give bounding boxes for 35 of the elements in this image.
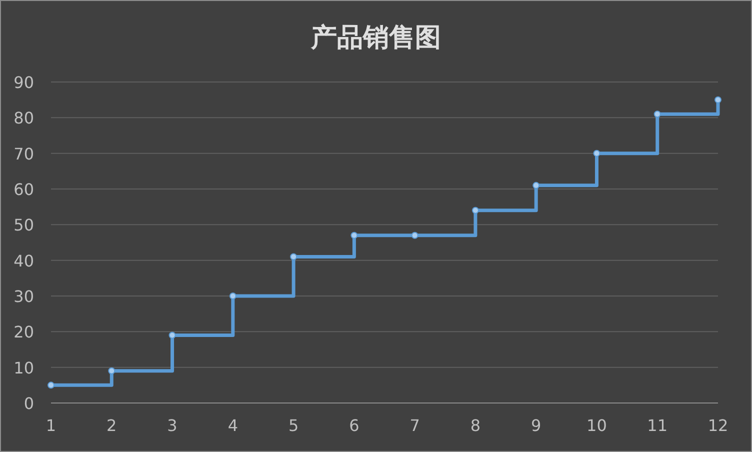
- point: [108, 367, 116, 374]
- point: [229, 292, 236, 300]
- y-tick-label: 80: [14, 108, 34, 128]
- point: [472, 206, 479, 214]
- y-tick-label: 60: [14, 180, 34, 199]
- x-tick-label: 8: [470, 416, 481, 435]
- y-tick-label: 90: [14, 73, 34, 92]
- x-tick-label: 4: [228, 416, 238, 435]
- x-tick-label: 2: [106, 416, 117, 435]
- x-tick-label: 11: [647, 416, 668, 435]
- x-tick-label: 1: [46, 416, 56, 435]
- point: [290, 253, 298, 260]
- y-tick-label: 30: [14, 287, 34, 306]
- x-tick-label: 6: [349, 416, 360, 435]
- x-tick-label: 3: [167, 416, 178, 435]
- y-tick-label: 70: [14, 144, 34, 164]
- point: [48, 382, 54, 389]
- point: [532, 182, 540, 189]
- x-tick-label: 9: [530, 416, 542, 435]
- y-tick-label: 10: [14, 358, 34, 378]
- x-tick-label: 7: [410, 416, 420, 435]
- point: [168, 332, 176, 339]
- y-tick-label: 40: [14, 251, 34, 270]
- point: [714, 96, 722, 104]
- x-tick-label: 5: [288, 416, 299, 435]
- y-tick-label: 50: [14, 216, 34, 235]
- y-tick-label: 0: [24, 394, 34, 413]
- point: [654, 110, 661, 118]
- point: [350, 232, 358, 239]
- chart-title: 产品销售图: [310, 23, 441, 53]
- x-tick-label: 10: [586, 416, 607, 435]
- y-tick-label: 20: [14, 322, 34, 342]
- x-tick-label: 12: [708, 416, 728, 435]
- point: [411, 232, 418, 239]
- point: [593, 150, 600, 157]
